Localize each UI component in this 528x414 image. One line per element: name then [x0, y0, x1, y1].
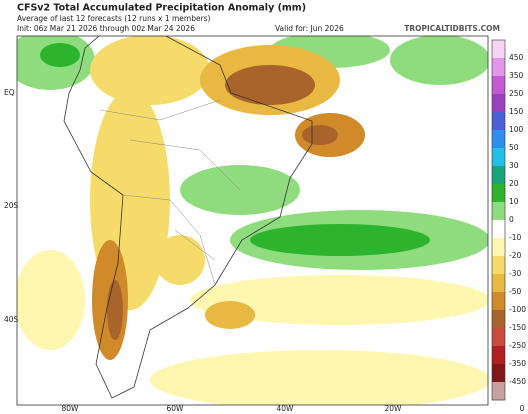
- colorbar-bin: [492, 292, 505, 311]
- colorbar-label: -150: [509, 323, 526, 332]
- colorbar-bin: [492, 274, 505, 293]
- colorbar-bin: [492, 238, 505, 257]
- colorbar-bin: [492, 310, 505, 329]
- source: TROPICALTIDBITS.COM: [404, 24, 500, 33]
- colorbar-label: 350: [509, 71, 524, 80]
- colorbar-bin: [492, 40, 505, 59]
- lat-label: EQ: [4, 88, 15, 97]
- colorbar-label: 250: [509, 89, 524, 98]
- colorbar-bin: [492, 364, 505, 383]
- colorbar-label: -250: [509, 341, 526, 350]
- lon-label: 40W: [277, 404, 295, 413]
- colorbar-bin: [492, 112, 505, 131]
- colorbar-bin: [492, 94, 505, 113]
- valid-time: Valid for: Jun 2026: [275, 24, 344, 33]
- colorbar-bin: [492, 76, 505, 95]
- colorbar-label: -50: [509, 287, 521, 296]
- subtitle: Average of last 12 forecasts (12 runs x …: [17, 14, 211, 23]
- colorbar-label: -30: [509, 269, 521, 278]
- colorbar-label: 20: [509, 179, 519, 188]
- lat-label: 20S: [4, 201, 19, 210]
- colorbar-bin: [492, 184, 505, 203]
- colorbar-label: -350: [509, 359, 526, 368]
- map: [17, 36, 488, 405]
- borders: [99, 99, 241, 286]
- init-time: Init: 06z Mar 21 2026 through 00z Mar 24…: [17, 24, 195, 33]
- coastline: [63, 36, 313, 399]
- colorbar-bin: [492, 346, 505, 365]
- colorbar-label: 100: [509, 125, 524, 134]
- colorbar-bin: [492, 202, 505, 221]
- lon-label: 60W: [167, 404, 185, 413]
- colorbar-bin: [492, 130, 505, 149]
- colorbar-bin: [492, 58, 505, 77]
- colorbar-label: 0: [509, 215, 514, 224]
- colorbar-bin: [492, 382, 505, 401]
- lon-label: 0: [520, 404, 525, 413]
- colorbar-label: 30: [509, 161, 519, 170]
- colorbar-label: -450: [509, 377, 526, 386]
- colorbar-label: 50: [509, 143, 519, 152]
- colorbar-label: -100: [509, 305, 526, 314]
- map-frame: [16, 35, 489, 406]
- colorbar-bin: [492, 328, 505, 347]
- colorbar-bin: [492, 166, 505, 185]
- anomaly-fields: [17, 36, 488, 405]
- lon-label: 80W: [62, 404, 80, 413]
- lon-label: 20W: [385, 404, 403, 413]
- colorbar-bin: [492, 148, 505, 167]
- colorbar-bin: [492, 256, 505, 275]
- colorbar-frame: [491, 39, 506, 401]
- colorbar-label: -10: [509, 233, 521, 242]
- colorbar-label: -20: [509, 251, 521, 260]
- colorbar-label: 10: [509, 197, 519, 206]
- lat-label: 40S: [4, 315, 19, 324]
- colorbar-bin: [491, 219, 506, 239]
- colorbar-label: 150: [509, 107, 524, 116]
- colorbar-label: 450: [509, 53, 524, 62]
- title: CFSv2 Total Accumulated Precipitation An…: [17, 3, 306, 14]
